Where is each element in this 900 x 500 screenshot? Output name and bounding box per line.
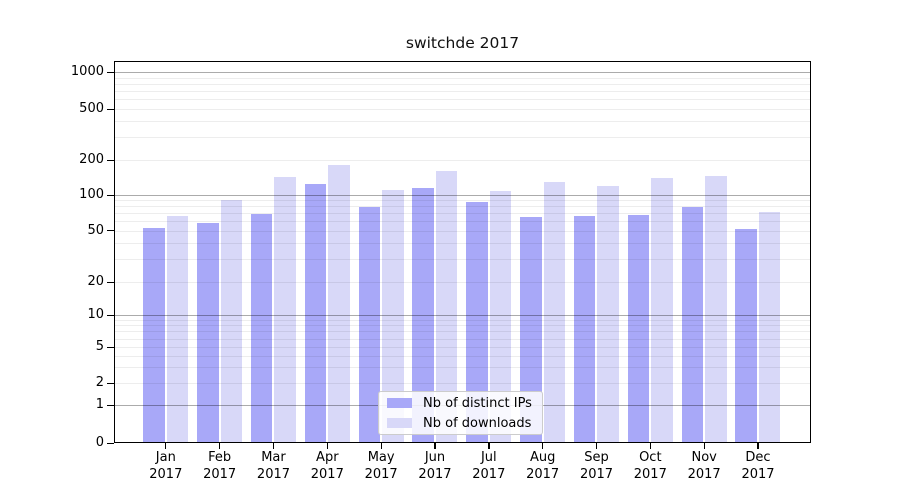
bar-nb-of-distinct-ips-aug	[520, 217, 542, 442]
x-tick-mark	[326, 443, 328, 449]
y-tick-mark	[107, 108, 114, 110]
bar-nb-of-distinct-ips-jul	[466, 202, 488, 442]
bar-nb-of-distinct-ips-may	[358, 207, 381, 442]
y-tick-label: 0	[95, 435, 104, 450]
bar-nb-of-downloads-jun	[435, 170, 458, 442]
y-tick-label: 100	[79, 187, 104, 202]
x-tick-label-oct: Oct 2017	[633, 450, 667, 482]
legend-entry-downloads: Nb of downloads	[387, 414, 534, 432]
x-tick-mark	[488, 443, 490, 449]
bar-nb-of-downloads-jul	[489, 191, 512, 442]
bar-nb-of-distinct-ips-jan	[143, 228, 165, 442]
bar-nb-of-distinct-ips-feb	[197, 222, 219, 442]
y-tick-mark	[107, 71, 114, 73]
x-tick-mark	[703, 443, 705, 449]
legend-label-distinct-ips: Nb of distinct IPs	[423, 395, 532, 411]
x-tick-mark	[434, 443, 436, 449]
x-tick-mark	[595, 443, 598, 449]
plot-area	[114, 61, 811, 443]
x-tick-label-sep: Sep 2017	[579, 450, 614, 482]
y-tick-mark	[107, 442, 114, 444]
y-tick-mark	[107, 230, 114, 232]
legend-swatch-distinct-ips	[387, 398, 412, 408]
y-tick-mark	[107, 404, 114, 406]
bar-nb-of-downloads-aug	[543, 181, 566, 442]
y-tick-mark	[107, 159, 114, 161]
x-tick-label-feb: Feb 2017	[203, 450, 237, 482]
legend: Nb of distinct IPs Nb of downloads	[378, 391, 543, 435]
chart-title: switchde 2017	[405, 34, 520, 52]
x-tick-label-apr: Apr 2017	[310, 450, 344, 482]
y-tick-label: 2	[95, 375, 104, 390]
bar-nb-of-distinct-ips-sep	[573, 215, 596, 442]
bar-nb-of-distinct-ips-nov	[681, 207, 704, 442]
y-tick-mark	[107, 194, 114, 196]
bar-nb-of-downloads-feb	[220, 200, 243, 442]
bar-nb-of-downloads-nov	[705, 176, 727, 442]
x-tick-mark	[649, 443, 652, 449]
x-tick-label-nov: Nov 2017	[687, 450, 721, 482]
bar-nb-of-downloads-may	[382, 190, 404, 442]
y-tick-label: 1000	[70, 64, 104, 79]
bar-nb-of-distinct-ips-mar	[250, 214, 273, 442]
legend-label-downloads: Nb of downloads	[423, 415, 532, 431]
x-tick-mark	[219, 443, 221, 449]
bars-layer	[115, 62, 810, 442]
bar-nb-of-distinct-ips-apr	[304, 184, 327, 442]
bar-nb-of-downloads-jan	[166, 215, 189, 442]
y-tick-label: 1	[95, 397, 104, 412]
x-tick-label-dec: Dec 2017	[741, 450, 775, 482]
legend-entry-distinct-ips: Nb of distinct IPs	[387, 394, 534, 412]
bar-nb-of-downloads-mar	[274, 176, 296, 442]
x-tick-label-jan: Jan 2017	[149, 450, 183, 482]
x-tick-mark	[272, 443, 275, 449]
y-tick-label: 50	[87, 222, 104, 238]
legend-swatch-downloads	[387, 418, 412, 428]
y-tick-mark	[107, 382, 114, 384]
x-tick-label-jul: Jul 2017	[472, 450, 506, 482]
bar-nb-of-downloads-dec	[758, 211, 781, 442]
x-tick-label-aug: Aug 2017	[526, 450, 560, 482]
x-tick-label-mar: Mar 2017	[256, 450, 291, 482]
y-tick-label: 5	[95, 339, 104, 354]
bar-nb-of-downloads-apr	[328, 164, 350, 442]
x-tick-mark	[380, 443, 382, 449]
bar-nb-of-distinct-ips-jun	[412, 187, 434, 442]
y-tick-label: 20	[87, 274, 104, 289]
bar-nb-of-distinct-ips-oct	[627, 214, 650, 442]
bar-nb-of-downloads-oct	[651, 177, 673, 442]
y-tick-label: 200	[79, 152, 104, 167]
x-tick-label-jun: Jun 2017	[418, 450, 452, 482]
x-tick-mark	[542, 443, 544, 449]
y-tick-mark	[107, 314, 114, 316]
x-tick-label-may: May 2017	[364, 450, 398, 482]
y-tick-mark	[107, 346, 114, 348]
y-tick-mark	[107, 281, 114, 283]
bar-nb-of-downloads-sep	[597, 185, 619, 442]
x-tick-mark	[757, 443, 759, 449]
bar-nb-of-distinct-ips-dec	[735, 229, 757, 442]
x-tick-mark	[165, 443, 167, 449]
y-tick-label: 500	[79, 101, 104, 116]
y-tick-label: 10	[87, 307, 104, 322]
